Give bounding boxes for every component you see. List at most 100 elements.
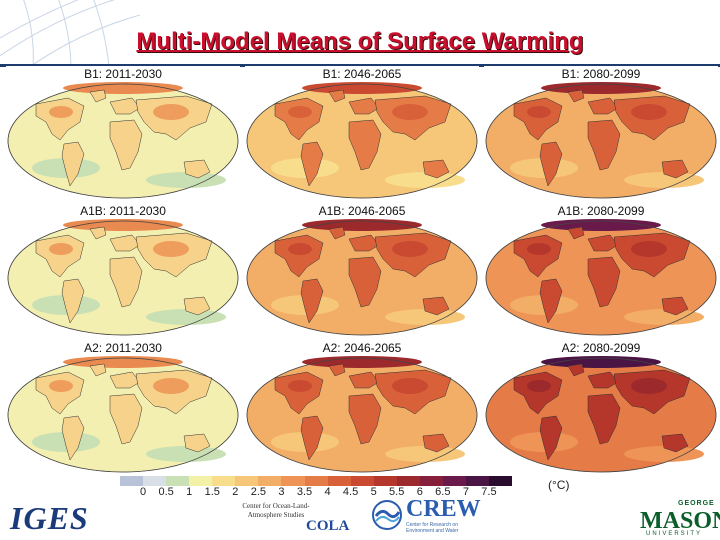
gmu-mason-logo: MASON <box>640 508 720 534</box>
map-continent <box>587 393 621 445</box>
colorbar-swatch <box>373 476 397 486</box>
map-continent <box>348 234 380 252</box>
map-hot-zone <box>153 378 189 394</box>
map-continent <box>183 159 211 179</box>
slide-title: Multi-Model Means of Surface Warming <box>136 28 584 55</box>
colorbar-swatch <box>166 476 190 486</box>
colorbar-ticks: 0 0.5 1 1.5 2 2.5 3 3.5 4 4.5 5 5.5 6 6.5 7 7.5 <box>120 486 512 500</box>
map-hot-zone <box>49 380 73 392</box>
map-hot-zone <box>153 241 189 257</box>
map-continent <box>328 89 346 103</box>
map-continent <box>567 226 585 240</box>
map-ocean-cool-zone <box>385 309 465 325</box>
map-continent <box>89 226 107 240</box>
map-outline <box>246 220 478 336</box>
warming-map <box>6 219 240 337</box>
map-continent <box>61 278 85 324</box>
map-hot-zone <box>288 243 312 255</box>
warming-map <box>245 219 479 337</box>
colorbar-swatch <box>489 476 513 486</box>
map-hot-zone <box>527 380 551 392</box>
map-continent <box>89 89 107 103</box>
warming-map <box>484 356 718 474</box>
map-continent <box>587 256 621 308</box>
map-continent <box>35 371 85 415</box>
warming-map <box>6 82 240 200</box>
map-panel: B1: 2046-2065 <box>245 66 479 200</box>
colorbar-swatch <box>235 476 259 486</box>
colorbar-swatch <box>212 476 236 486</box>
map-continent <box>587 371 619 389</box>
map-arctic <box>302 82 422 94</box>
map-ocean-cool-zone <box>624 446 704 462</box>
world-map-image <box>246 82 478 199</box>
cola-logo: COLA <box>306 518 350 534</box>
map-continent <box>348 97 380 115</box>
map-continent <box>61 141 85 187</box>
colorbar-tick-label: 1.5 <box>204 486 220 498</box>
colorbar-tick-label: 3 <box>278 486 285 498</box>
warming-map <box>484 82 718 200</box>
panel-label: A2: 2080-2099 <box>484 340 718 356</box>
map-continent <box>348 371 380 389</box>
colorbar-tick-label: 0.5 <box>158 486 174 498</box>
map-hot-zone <box>153 104 189 120</box>
title-divider <box>0 64 720 67</box>
map-continent <box>109 256 143 308</box>
colorbar-tick-label: 1 <box>186 486 193 498</box>
map-continent <box>300 141 324 187</box>
map-panel: A1B: 2011-2030 <box>6 203 240 337</box>
map-ocean-cool-zone <box>385 446 465 462</box>
map-panel: B1: 2011-2030 <box>6 66 240 200</box>
map-continent <box>661 159 689 179</box>
map-hot-zone <box>288 380 312 392</box>
map-continent <box>587 97 619 115</box>
colorbar-swatch <box>120 476 144 486</box>
colorbar-swatch <box>396 476 420 486</box>
map-panel: A2: 2046-2065 <box>245 340 479 474</box>
colorbar-tick-label: 5.5 <box>389 486 405 498</box>
gmu-george: GEORGE <box>678 500 715 507</box>
map-continent <box>348 119 382 171</box>
map-continent <box>513 234 563 278</box>
cola-caption: Center for Ocean-Land-Atmosphere Studies <box>242 502 310 519</box>
map-outline <box>7 83 239 199</box>
map-arctic <box>302 356 422 368</box>
panel-label: A1B: 2011-2030 <box>6 203 240 219</box>
panel-label: A2: 2046-2065 <box>245 340 479 356</box>
map-outline <box>485 357 717 473</box>
map-continent <box>183 433 211 453</box>
map-continent <box>513 97 563 141</box>
panel-label: B1: 2046-2065 <box>245 66 479 82</box>
colorbar-swatch <box>143 476 167 486</box>
warming-map <box>245 356 479 474</box>
gmu-university: UNIVERSITY <box>646 531 703 537</box>
map-hot-zone <box>49 106 73 118</box>
map-arctic <box>63 356 183 368</box>
map-continent <box>328 363 346 377</box>
map-arctic <box>302 219 422 231</box>
warming-map <box>484 219 718 337</box>
colorbar-tick-label: 2.5 <box>250 486 266 498</box>
map-outline <box>7 357 239 473</box>
map-continent <box>587 119 621 171</box>
map-hot-zone <box>288 106 312 118</box>
temperature-colorbar <box>120 476 513 486</box>
map-continent <box>539 141 563 187</box>
colorbar-swatch <box>442 476 466 486</box>
map-continent <box>348 256 382 308</box>
map-continent <box>348 393 382 445</box>
map-arctic <box>541 82 661 94</box>
warming-map-grid: B1: 2011-2030 B1: 2046-2065 B1: 2080-209… <box>6 66 718 474</box>
map-continent <box>422 296 450 316</box>
map-continent <box>183 296 211 316</box>
map-continent <box>274 234 324 278</box>
colorbar-tick-label: 6 <box>416 486 423 498</box>
world-map-image <box>485 356 717 473</box>
colorbar-tick-label: 6.5 <box>435 486 451 498</box>
map-continent <box>567 89 585 103</box>
map-ocean-cool-zone <box>385 172 465 188</box>
map-outline <box>485 83 717 199</box>
map-continent <box>109 371 141 389</box>
map-panel: B1: 2080-2099 <box>484 66 718 200</box>
